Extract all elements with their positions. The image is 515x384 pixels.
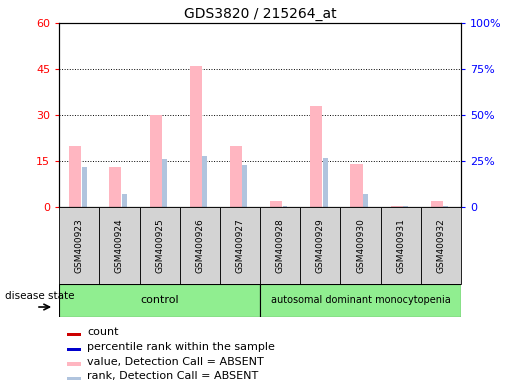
Bar	[431, 201, 443, 207]
Text: GSM400930: GSM400930	[356, 218, 365, 273]
Bar	[149, 115, 162, 207]
FancyBboxPatch shape	[340, 207, 381, 284]
Title: GDS3820 / 215264_at: GDS3820 / 215264_at	[184, 7, 336, 21]
Bar	[109, 167, 122, 207]
Text: GSM400923: GSM400923	[75, 218, 84, 273]
Text: disease state: disease state	[5, 291, 75, 301]
Text: GSM400929: GSM400929	[316, 218, 325, 273]
FancyBboxPatch shape	[67, 362, 81, 366]
Text: count: count	[88, 327, 119, 337]
Bar	[69, 146, 81, 207]
Text: GSM400928: GSM400928	[276, 218, 285, 273]
Bar	[390, 206, 403, 207]
Text: value, Detection Call = ABSENT: value, Detection Call = ABSENT	[88, 357, 264, 367]
Text: GSM400926: GSM400926	[195, 218, 204, 273]
Bar	[350, 164, 363, 207]
FancyBboxPatch shape	[67, 377, 81, 380]
Text: control: control	[140, 295, 179, 306]
Bar	[243, 165, 247, 207]
FancyBboxPatch shape	[381, 207, 421, 284]
FancyBboxPatch shape	[99, 207, 140, 284]
Bar	[230, 146, 242, 207]
Text: GSM400924: GSM400924	[115, 218, 124, 273]
Text: rank, Detection Call = ABSENT: rank, Detection Call = ABSENT	[88, 371, 259, 381]
Text: GSM400932: GSM400932	[436, 218, 445, 273]
Bar	[443, 205, 448, 207]
FancyBboxPatch shape	[300, 207, 340, 284]
FancyBboxPatch shape	[421, 207, 461, 284]
Bar	[403, 205, 408, 207]
Bar	[202, 156, 207, 207]
FancyBboxPatch shape	[260, 284, 461, 317]
Text: autosomal dominant monocytopenia: autosomal dominant monocytopenia	[270, 295, 451, 306]
Text: GSM400931: GSM400931	[396, 218, 405, 273]
Bar	[363, 194, 368, 207]
Bar	[122, 194, 127, 207]
Bar	[162, 159, 167, 207]
FancyBboxPatch shape	[260, 207, 300, 284]
Bar	[310, 106, 322, 207]
Bar	[283, 205, 287, 207]
FancyBboxPatch shape	[67, 333, 81, 336]
FancyBboxPatch shape	[220, 207, 260, 284]
Bar	[270, 201, 282, 207]
Bar	[82, 167, 87, 207]
Text: GSM400927: GSM400927	[235, 218, 245, 273]
Text: percentile rank within the sample: percentile rank within the sample	[88, 342, 275, 352]
FancyBboxPatch shape	[180, 207, 220, 284]
FancyBboxPatch shape	[67, 348, 81, 351]
Bar	[190, 66, 202, 207]
Bar	[323, 157, 328, 207]
Text: GSM400925: GSM400925	[155, 218, 164, 273]
FancyBboxPatch shape	[59, 207, 99, 284]
FancyBboxPatch shape	[140, 207, 180, 284]
FancyBboxPatch shape	[59, 284, 260, 317]
